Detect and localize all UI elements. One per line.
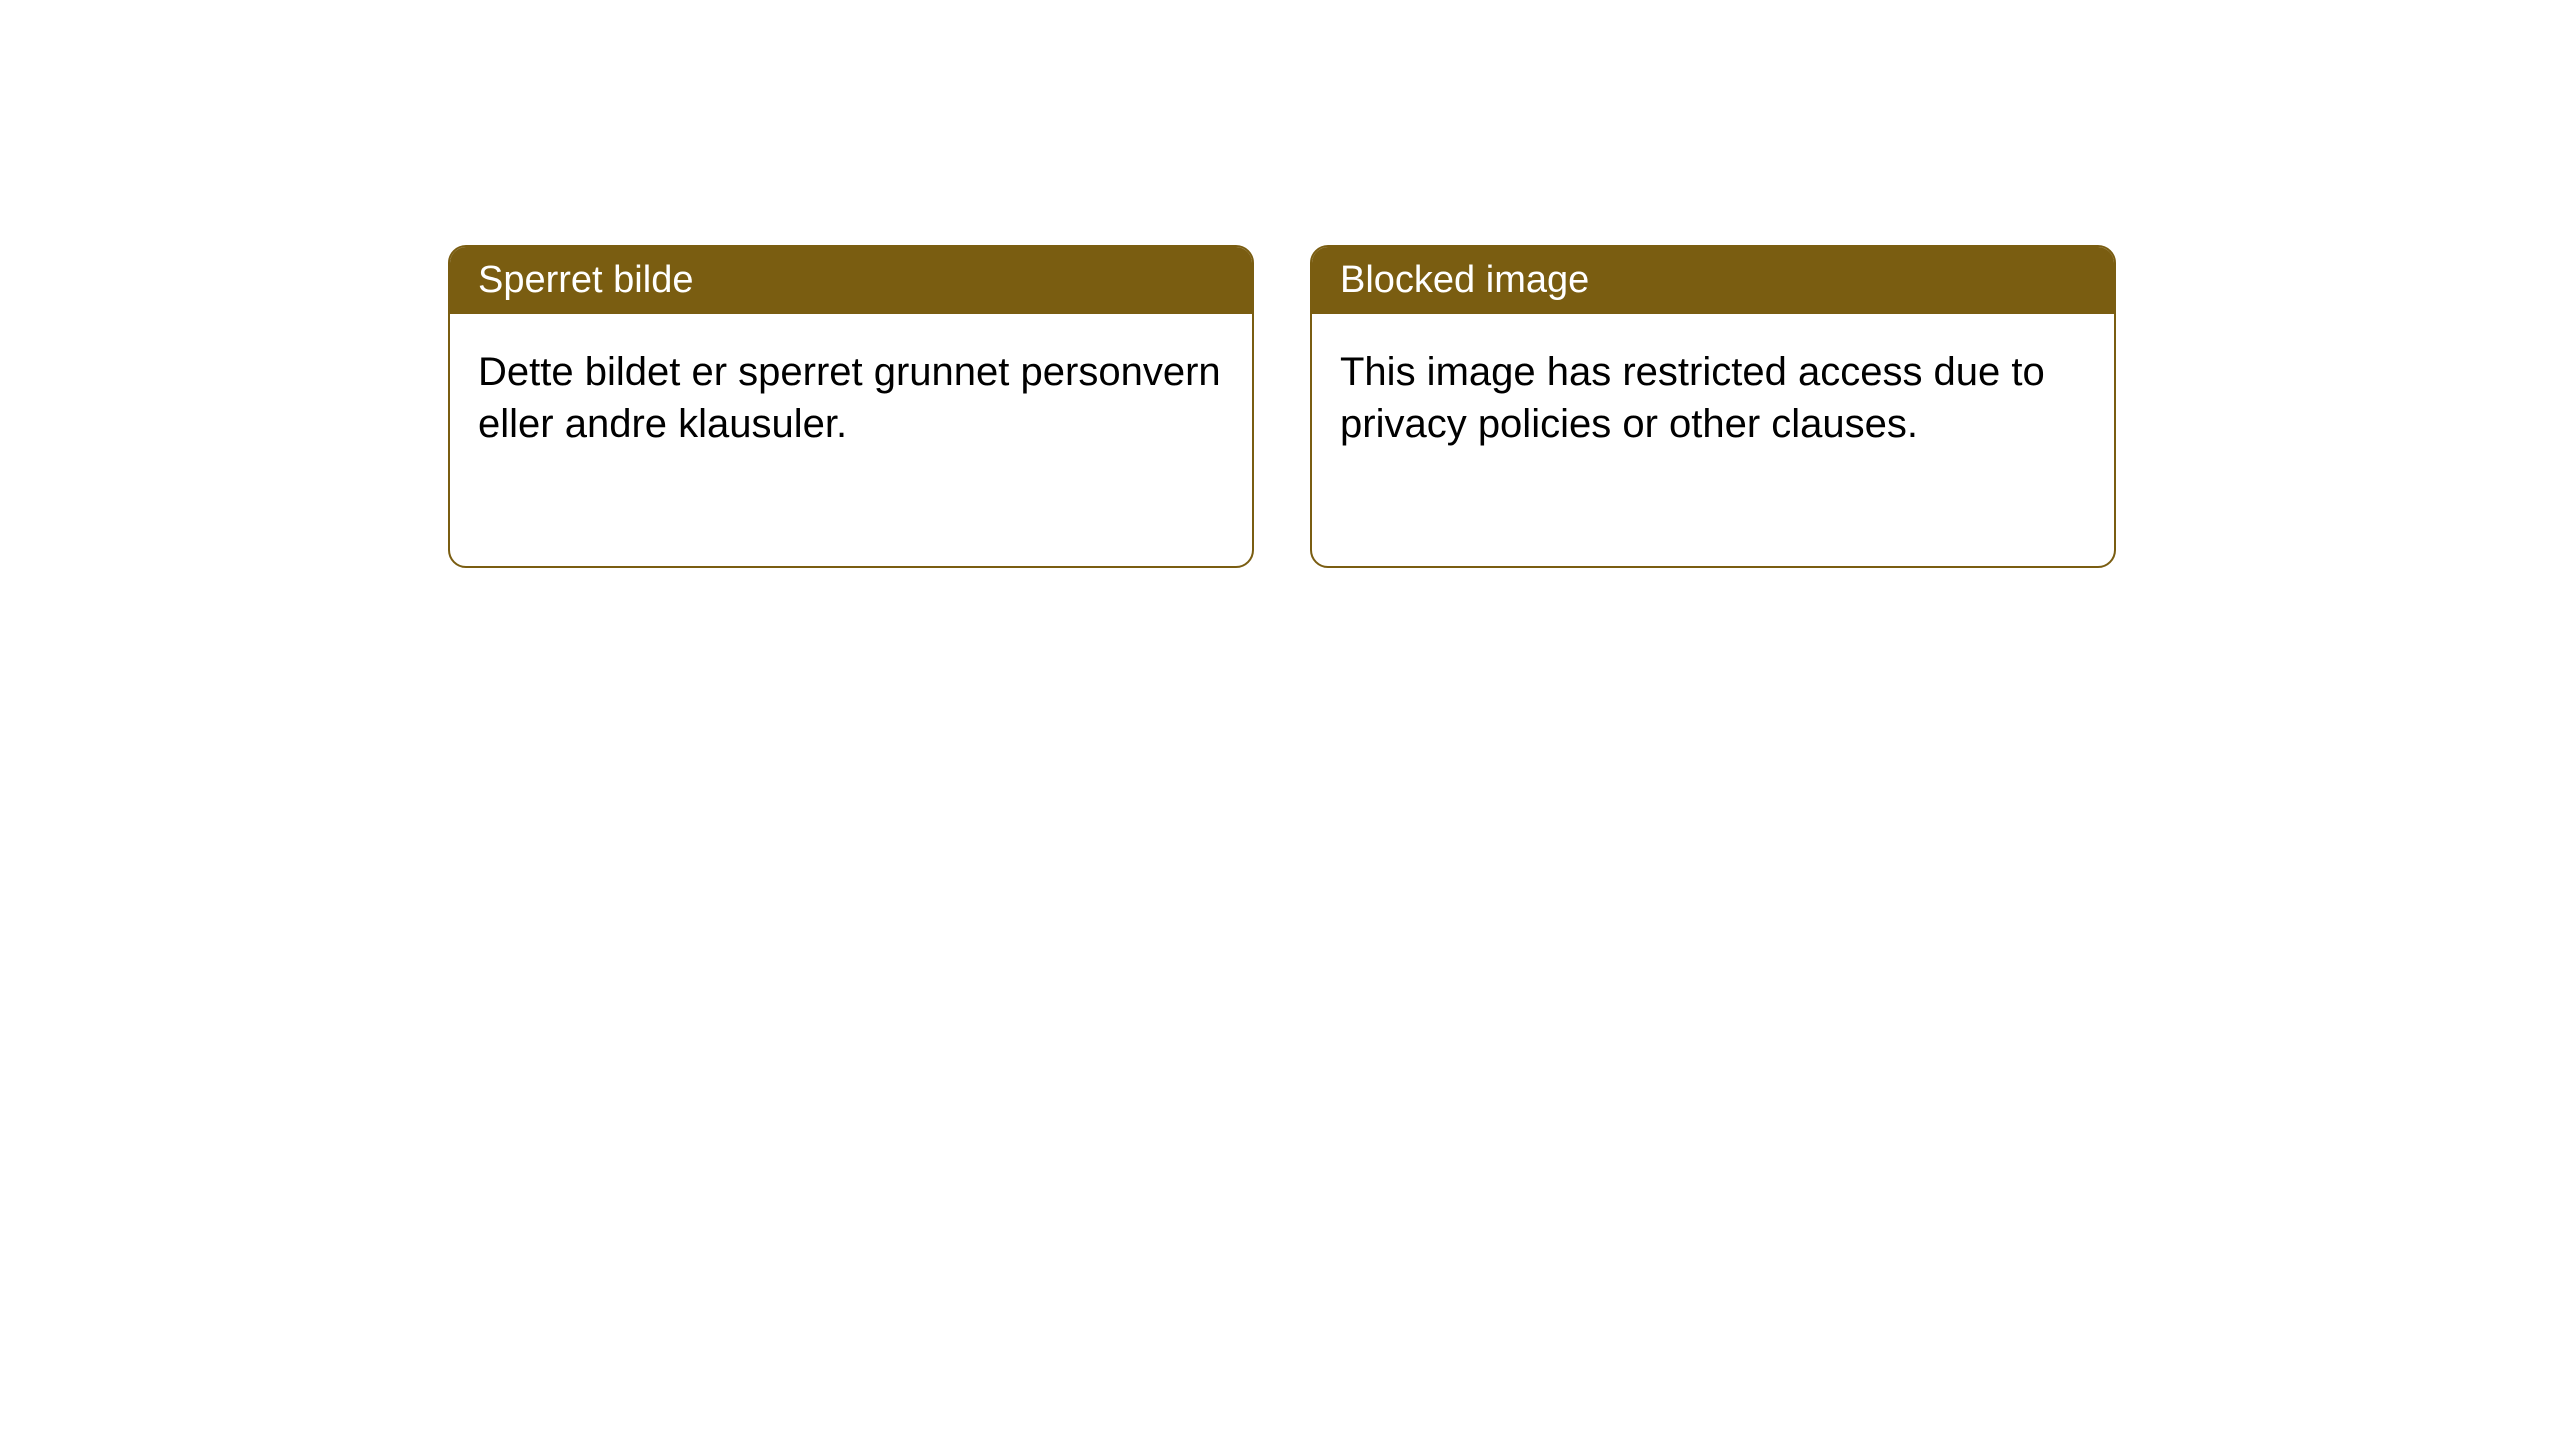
notice-title-english: Blocked image [1312, 247, 2114, 314]
notice-body-english: This image has restricted access due to … [1312, 314, 2114, 566]
notice-container: Sperret bilde Dette bildet er sperret gr… [448, 245, 2116, 568]
notice-card-norwegian: Sperret bilde Dette bildet er sperret gr… [448, 245, 1254, 568]
notice-title-norwegian: Sperret bilde [450, 247, 1252, 314]
notice-card-english: Blocked image This image has restricted … [1310, 245, 2116, 568]
notice-body-norwegian: Dette bildet er sperret grunnet personve… [450, 314, 1252, 566]
